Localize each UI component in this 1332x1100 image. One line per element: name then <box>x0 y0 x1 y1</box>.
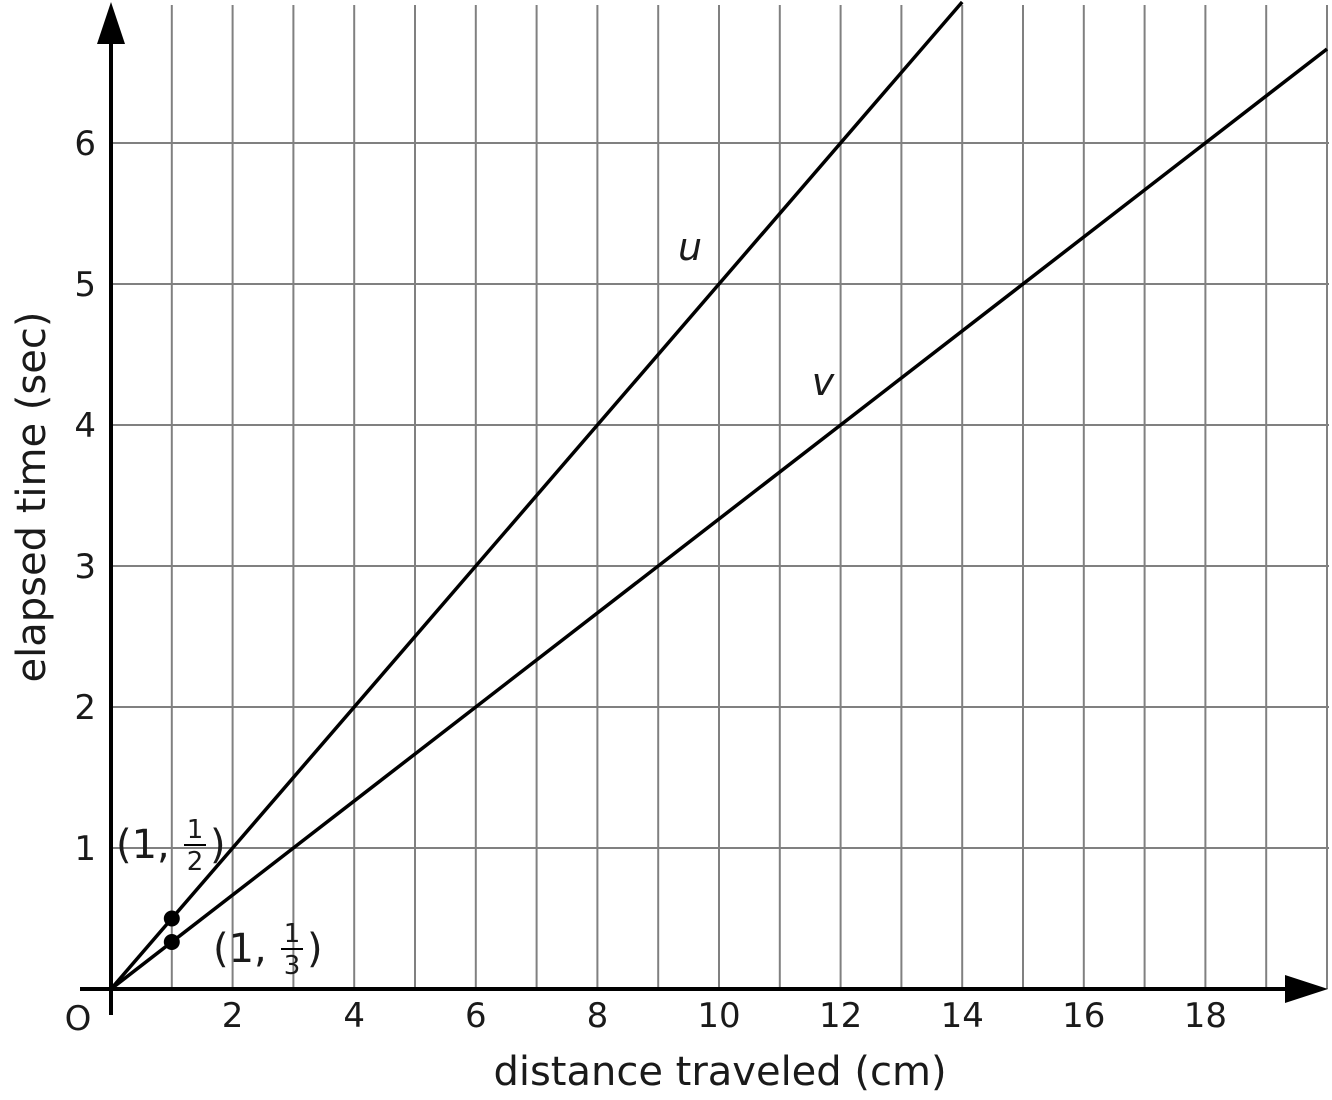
axes <box>80 2 1328 1015</box>
y-tick-label: 1 <box>74 829 96 869</box>
series-label-u: u <box>678 225 702 269</box>
series-line-u <box>109 0 964 991</box>
x-tick-label: 4 <box>343 996 365 1036</box>
point-label-close: ) <box>307 926 323 972</box>
point-label-close: ) <box>210 822 226 868</box>
point-label-denominator: 3 <box>284 951 301 981</box>
y-tick-label: 2 <box>74 688 96 728</box>
data-point <box>163 934 180 951</box>
series-label-v: v <box>812 360 835 404</box>
points: (1, 12)(1, 13) <box>116 815 323 981</box>
y-tick-label: 3 <box>74 547 96 587</box>
point-label-open: (1, <box>213 926 267 972</box>
point-label-open: (1, <box>116 822 170 868</box>
grid <box>111 5 1329 989</box>
x-tick-label: 10 <box>697 996 740 1036</box>
y-axis-arrow <box>97 2 125 44</box>
point-label-numerator: 1 <box>187 815 204 845</box>
x-tick-label: 18 <box>1184 996 1227 1036</box>
series-line-v <box>109 47 1329 991</box>
data-point <box>163 910 180 927</box>
origin-label: O <box>65 999 92 1039</box>
x-tick-label: 6 <box>465 996 487 1036</box>
x-axis-arrow <box>1285 975 1328 1003</box>
x-tick-label: 16 <box>1062 996 1105 1036</box>
series-lines: uv <box>109 0 1329 991</box>
y-tick-label: 4 <box>74 406 96 446</box>
x-axis-label: distance traveled (cm) <box>493 1049 946 1095</box>
y-tick-label: 6 <box>74 124 96 164</box>
x-tick-label: 12 <box>819 996 862 1036</box>
y-tick-label: 5 <box>74 265 96 305</box>
x-tick-label: 14 <box>941 996 984 1036</box>
x-tick-label: 8 <box>587 996 609 1036</box>
x-tick-label: 2 <box>222 996 244 1036</box>
point-label-numerator: 1 <box>284 919 301 949</box>
point-label-denominator: 2 <box>187 847 204 877</box>
y-axis-label: elapsed time (sec) <box>9 312 55 683</box>
